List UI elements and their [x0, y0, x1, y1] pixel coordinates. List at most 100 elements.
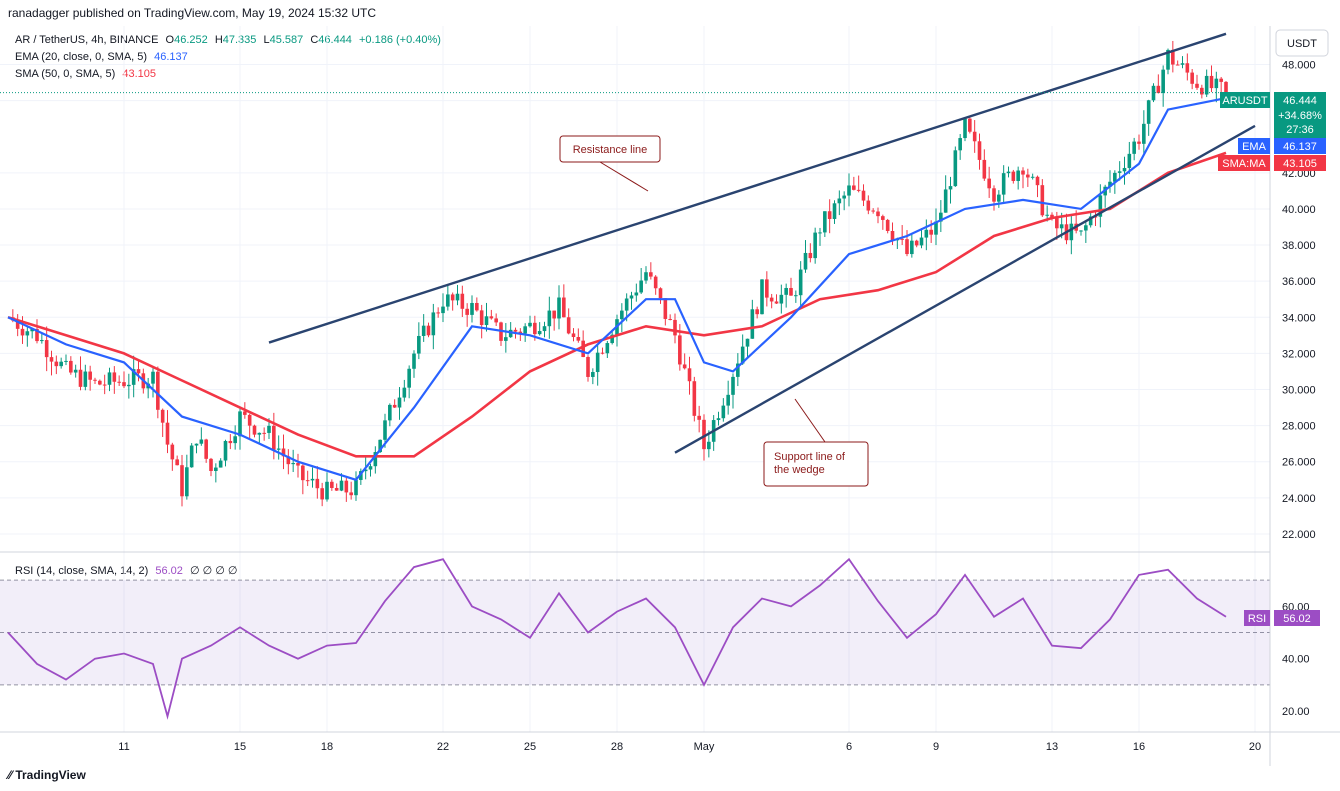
candle-body	[533, 322, 537, 335]
chart-canvas[interactable]: Resistance line Support line of the wedg…	[0, 26, 1340, 766]
candle-body	[881, 216, 885, 220]
candle-body	[774, 301, 779, 304]
candle-body	[305, 480, 310, 482]
candle-body	[837, 198, 842, 204]
tradingview-logo[interactable]: ⁄⁄ TradingView	[8, 768, 86, 782]
candle-body	[508, 329, 513, 338]
time-axis[interactable]: 11 15 18 22 25 28 May 6 9 13 16 20	[118, 741, 1261, 753]
candle-body	[334, 487, 339, 491]
resistance-annotation[interactable]: Resistance line	[559, 135, 661, 192]
candle-body	[547, 310, 552, 327]
support-label-line1: Support line of	[774, 451, 846, 463]
time-tick-label: 11	[118, 741, 129, 753]
candle-body	[233, 436, 237, 444]
candle-body	[1161, 69, 1165, 94]
candle-body	[310, 478, 315, 481]
candle-body	[716, 418, 721, 421]
candle-body	[1035, 176, 1040, 186]
legend-rsi-row[interactable]: RSI (14, close, SMA, 14, 2) 56.02 ∅ ∅ ∅ …	[15, 564, 237, 577]
candle-body	[98, 380, 102, 385]
support-trendline[interactable]	[674, 124, 1256, 454]
candle-body	[919, 237, 924, 246]
candle-body	[953, 150, 958, 187]
candle-body	[475, 302, 479, 311]
candle-body	[905, 239, 909, 255]
candle-body	[1132, 141, 1136, 154]
candle-body	[1224, 81, 1228, 93]
candle-body	[30, 328, 34, 332]
candle-body	[813, 232, 817, 259]
legend-ema-row[interactable]: EMA (20, close, 0, SMA, 5) 46.137	[15, 51, 188, 63]
candle-body	[228, 440, 233, 444]
time-tick-label: 6	[846, 741, 852, 753]
candle-body	[528, 322, 532, 327]
candles	[11, 40, 1228, 507]
candle-body	[368, 466, 373, 470]
candle-body	[513, 329, 518, 332]
candle-body	[842, 195, 846, 199]
support-annotation[interactable]: Support line of the wedge	[763, 398, 869, 487]
candle-body	[634, 292, 639, 296]
candle-body	[117, 381, 121, 383]
ema-tag-value: 46.137	[1283, 141, 1317, 153]
candle-body	[494, 318, 498, 323]
candle-body	[1122, 167, 1127, 172]
candle-body	[392, 404, 397, 408]
candle-body	[1195, 83, 1199, 88]
candle-body	[267, 425, 271, 433]
currency-button[interactable]: USDT	[1275, 29, 1329, 57]
candle-body	[165, 422, 170, 445]
candle-body	[943, 189, 948, 213]
candle-body	[784, 287, 788, 295]
candle-body	[354, 479, 358, 496]
candle-body	[779, 294, 784, 304]
candle-body	[247, 414, 252, 426]
candle-body	[1137, 141, 1141, 144]
rsi-tick-label: 40.00	[1282, 654, 1310, 666]
candle-body	[948, 186, 953, 190]
candle-body	[610, 334, 614, 344]
candle-body	[363, 469, 368, 472]
candle-body	[291, 463, 295, 465]
candle-body	[1190, 72, 1194, 84]
candle-body	[861, 190, 866, 201]
candle-body	[624, 298, 629, 311]
candle-body	[982, 159, 987, 179]
candle-body	[1088, 216, 1093, 226]
candle-body	[653, 276, 658, 289]
candle-body	[214, 467, 218, 472]
rsi-tag-label: RSI	[1248, 613, 1266, 625]
price-tag-symbol: ARUSDT	[1222, 95, 1268, 107]
candle-body	[1151, 85, 1156, 101]
candle-body	[721, 405, 726, 419]
candle-body	[1214, 78, 1219, 89]
resistance-trendline[interactable]	[268, 32, 1227, 344]
rsi-band	[0, 580, 1270, 685]
candle-body	[421, 325, 426, 336]
candle-body	[359, 471, 363, 480]
candle-body	[122, 382, 126, 387]
price-tick-label: 28.000	[1282, 421, 1316, 433]
legend-sma-row[interactable]: SMA (50, 0, SMA, 5) 43.105	[15, 68, 156, 80]
candle-body	[1156, 85, 1161, 94]
candle-body	[436, 312, 440, 314]
candle-body	[571, 333, 576, 338]
candle-body	[431, 312, 436, 336]
candle-body	[272, 425, 276, 450]
candle-body	[1117, 171, 1122, 173]
candle-body	[441, 306, 445, 314]
candle-body	[209, 458, 213, 472]
candle-body	[112, 372, 117, 382]
price-axis[interactable]: 48.00042.00040.00038.00036.00034.00032.0…	[1282, 60, 1316, 541]
candle-body	[678, 335, 682, 365]
candle-body	[446, 294, 450, 307]
candle-body	[1142, 123, 1146, 144]
legend-rsi-label: RSI (14, close, SMA, 14, 2)	[15, 565, 149, 577]
candle-body	[315, 478, 320, 489]
candle-body	[64, 360, 68, 362]
price-tick-label: 24.000	[1282, 493, 1316, 505]
candle-body	[939, 212, 943, 222]
legend-symbol[interactable]: AR / TetherUS, 4h, BINANCE	[15, 34, 159, 46]
header-bar: ranadagger published on TradingView.com,…	[0, 0, 1340, 26]
time-tick-label: 9	[933, 741, 939, 753]
